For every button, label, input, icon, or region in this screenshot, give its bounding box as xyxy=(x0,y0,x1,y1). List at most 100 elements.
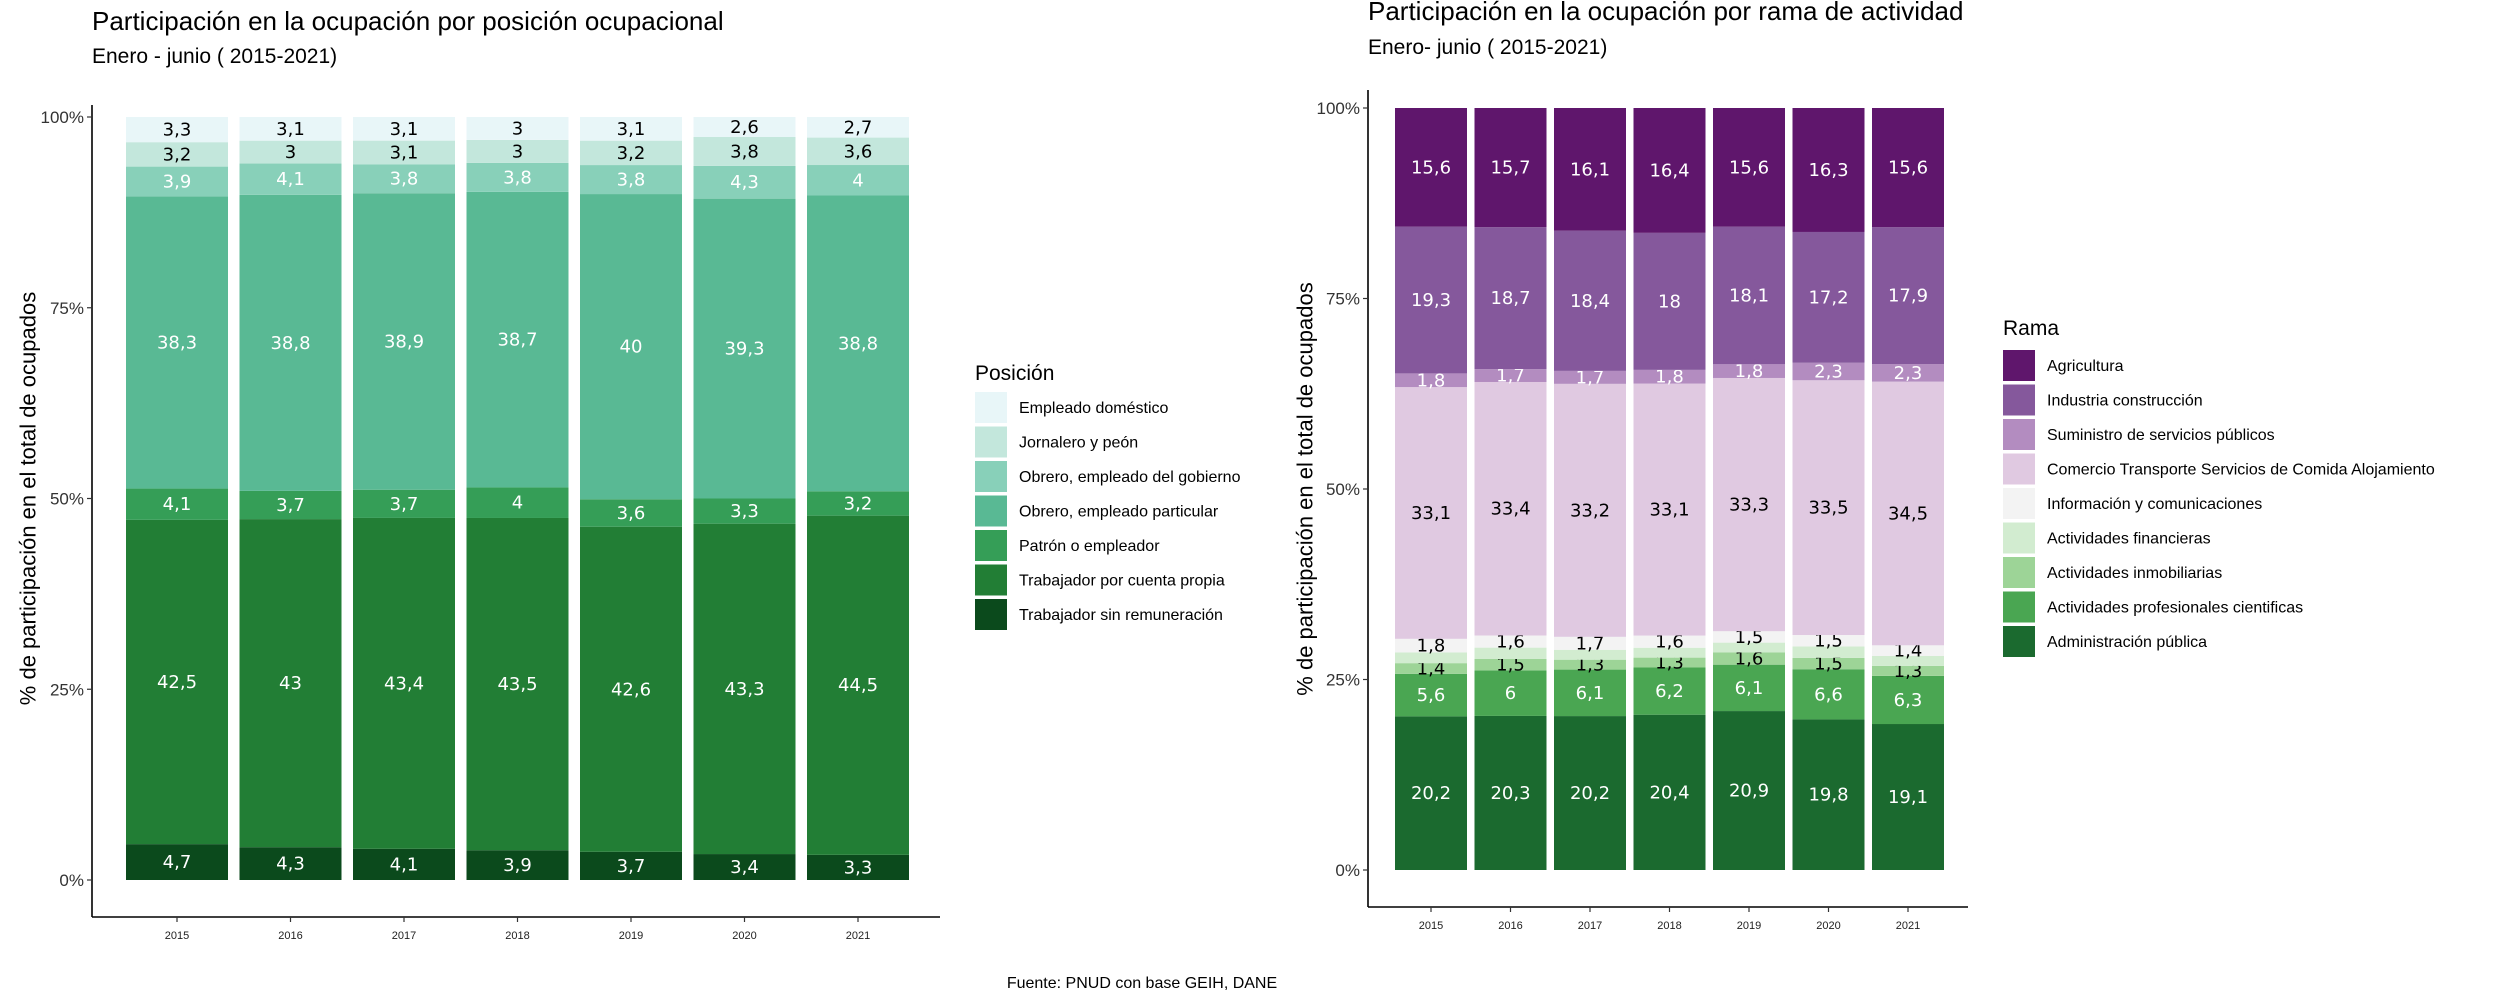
legend-swatch xyxy=(2003,419,2035,450)
data-label: 15,6 xyxy=(1888,158,1928,179)
bar-segment xyxy=(1792,635,1865,647)
data-label: 43,5 xyxy=(497,674,537,695)
bar-segment xyxy=(353,140,455,165)
bar-segment xyxy=(1474,381,1547,636)
data-label: 3,7 xyxy=(390,494,419,515)
bar-segment xyxy=(693,498,796,524)
bar-segment xyxy=(1872,665,1944,676)
data-label: 3,8 xyxy=(617,170,646,191)
data-label: 3,1 xyxy=(390,119,419,140)
legend-label: Actividades financieras xyxy=(2047,531,2211,548)
bar-segment xyxy=(1395,373,1467,388)
data-label: 1,8 xyxy=(1655,367,1684,388)
data-label: 18,1 xyxy=(1729,285,1769,306)
legend-swatch xyxy=(2003,522,2035,554)
data-label: 2,6 xyxy=(730,117,759,138)
data-label: 38,3 xyxy=(157,332,197,353)
chart-subtitle: Enero- junio ( 2015-2021) xyxy=(1368,36,1607,59)
data-label: 6,3 xyxy=(1894,690,1923,711)
legend-label: Trabajador sin remuneración xyxy=(1019,607,1223,624)
data-label: 6,2 xyxy=(1655,681,1684,702)
bar-segment xyxy=(466,162,569,192)
bar-segment xyxy=(1792,108,1865,232)
bar-segment xyxy=(1554,383,1626,637)
bar-segment xyxy=(239,163,342,195)
data-label: 39,3 xyxy=(724,339,764,360)
data-label: 1,4 xyxy=(1417,658,1446,679)
legend-title: Rama xyxy=(2003,317,2059,340)
data-label: 1,8 xyxy=(1417,636,1446,657)
chart-2: Participación en la ocupación por rama d… xyxy=(1293,0,2435,932)
bar-segment xyxy=(1713,631,1785,643)
bar-segment xyxy=(1395,108,1467,227)
bar-segment xyxy=(1474,227,1547,370)
legend-swatch xyxy=(975,564,1007,596)
data-label: 43,3 xyxy=(724,679,764,700)
data-label: 4,3 xyxy=(276,854,305,875)
bar-segment xyxy=(1474,715,1547,870)
legend-swatch xyxy=(2003,626,2035,657)
legend-label: Administración pública xyxy=(2047,634,2207,651)
bar-segment xyxy=(1713,642,1785,653)
y-tick-label: 0% xyxy=(59,871,84,890)
legend-label: Obrero, empleado particular xyxy=(1019,504,1219,521)
data-label: 18,4 xyxy=(1570,291,1610,312)
bar-segment xyxy=(1872,227,1944,365)
data-label: 4,1 xyxy=(276,169,305,190)
data-label: 1,5 xyxy=(1735,627,1764,648)
data-label: 6,1 xyxy=(1576,683,1605,704)
data-label: 4,3 xyxy=(730,172,759,193)
bar-segment xyxy=(1633,647,1706,658)
data-label: 2,3 xyxy=(1814,362,1843,383)
data-label: 17,2 xyxy=(1808,287,1848,308)
data-label: 3 xyxy=(285,142,296,163)
y-tick-label: 75% xyxy=(1326,290,1360,309)
y-tick-label: 50% xyxy=(50,490,84,509)
bar-segment xyxy=(1792,657,1865,670)
bar-segment xyxy=(239,194,342,491)
data-label: 3,8 xyxy=(730,141,759,162)
data-label: 20,2 xyxy=(1411,783,1451,804)
bar-segment xyxy=(1872,381,1944,646)
legend-swatch xyxy=(2003,453,2035,485)
bar-segment xyxy=(807,491,909,516)
data-label: 43,4 xyxy=(384,673,424,694)
data-label: 3,2 xyxy=(163,144,192,165)
bar-segment xyxy=(1713,711,1785,870)
data-label: 19,1 xyxy=(1888,787,1928,808)
bar-segment xyxy=(807,117,909,138)
legend-label: Trabajador por cuenta propia xyxy=(1019,573,1225,590)
bar-segment xyxy=(353,489,455,518)
data-label: 42,6 xyxy=(611,679,651,700)
data-label: 33,5 xyxy=(1808,498,1848,519)
legend-swatch xyxy=(2003,350,2035,381)
bar-segment xyxy=(1633,369,1706,384)
y-tick-label: 100% xyxy=(1317,99,1360,118)
data-label: 38,9 xyxy=(384,331,424,352)
bar-segment xyxy=(1792,646,1865,658)
bar-segment xyxy=(693,854,796,880)
bar-segment xyxy=(1554,108,1626,231)
bar-segment xyxy=(126,142,228,167)
bar-segment xyxy=(1395,638,1467,653)
data-label: 33,1 xyxy=(1411,503,1451,524)
bar-segment xyxy=(807,195,909,492)
x-tick-label: 2016 xyxy=(278,930,302,942)
bar-segment xyxy=(693,117,796,137)
bar-segment xyxy=(1792,380,1865,636)
bar-segment xyxy=(1872,364,1944,382)
legend-title: Posición xyxy=(975,362,1054,385)
bar-segment xyxy=(807,854,909,880)
bar-segment xyxy=(1395,226,1467,374)
data-label: 4,1 xyxy=(390,854,419,875)
legend-swatch xyxy=(975,599,1007,630)
data-label: 19,3 xyxy=(1411,290,1451,311)
bar-segment xyxy=(580,194,682,500)
bar-segment xyxy=(1554,636,1626,650)
bar-segment xyxy=(1554,659,1626,670)
data-label: 40 xyxy=(620,337,643,358)
x-tick-label: 2019 xyxy=(1737,920,1761,932)
bar-segment xyxy=(353,848,455,880)
data-label: 3,2 xyxy=(617,143,646,164)
